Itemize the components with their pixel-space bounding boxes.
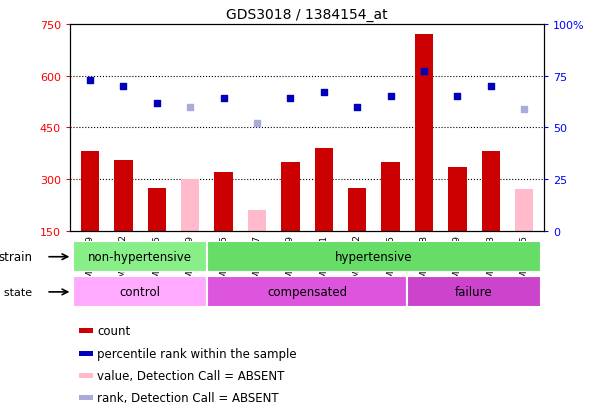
Point: [385, 94, 395, 100]
Bar: [80, 351, 92, 356]
Point: [486, 83, 496, 90]
Bar: [448, 168, 466, 231]
Point: [286, 96, 295, 102]
Bar: [73, 242, 207, 273]
Point: [219, 96, 229, 102]
Text: control: control: [120, 286, 161, 299]
Point: [452, 94, 462, 100]
Bar: [248, 211, 266, 231]
Bar: [348, 188, 367, 231]
Bar: [80, 395, 92, 400]
Bar: [80, 328, 92, 334]
Point: [119, 83, 128, 90]
Bar: [81, 152, 99, 231]
Bar: [482, 152, 500, 231]
Bar: [215, 173, 233, 231]
Title: GDS3018 / 1384154_at: GDS3018 / 1384154_at: [226, 8, 388, 22]
Point: [352, 104, 362, 111]
Point: [419, 69, 429, 76]
Text: non-hypertensive: non-hypertensive: [88, 251, 192, 263]
Bar: [415, 35, 433, 231]
Text: hypertensive: hypertensive: [335, 251, 413, 263]
Text: rank, Detection Call = ABSENT: rank, Detection Call = ABSENT: [97, 391, 279, 404]
Point: [319, 90, 328, 96]
Point: [519, 106, 529, 113]
Bar: [148, 188, 166, 231]
Text: failure: failure: [455, 286, 493, 299]
Point: [252, 121, 262, 127]
Point: [152, 100, 162, 107]
Point: [185, 104, 195, 111]
Bar: [207, 242, 541, 273]
Bar: [181, 180, 199, 231]
Text: disease state: disease state: [0, 287, 32, 297]
Bar: [80, 373, 92, 378]
Bar: [314, 149, 333, 231]
Text: compensated: compensated: [267, 286, 347, 299]
Text: strain: strain: [0, 251, 32, 263]
Bar: [407, 277, 541, 308]
Text: percentile rank within the sample: percentile rank within the sample: [97, 347, 297, 360]
Bar: [73, 277, 207, 308]
Bar: [207, 277, 407, 308]
Point: [85, 77, 95, 84]
Bar: [515, 190, 533, 231]
Text: count: count: [97, 325, 131, 337]
Bar: [114, 161, 133, 231]
Bar: [381, 162, 399, 231]
Text: value, Detection Call = ABSENT: value, Detection Call = ABSENT: [97, 369, 285, 382]
Bar: [281, 162, 300, 231]
